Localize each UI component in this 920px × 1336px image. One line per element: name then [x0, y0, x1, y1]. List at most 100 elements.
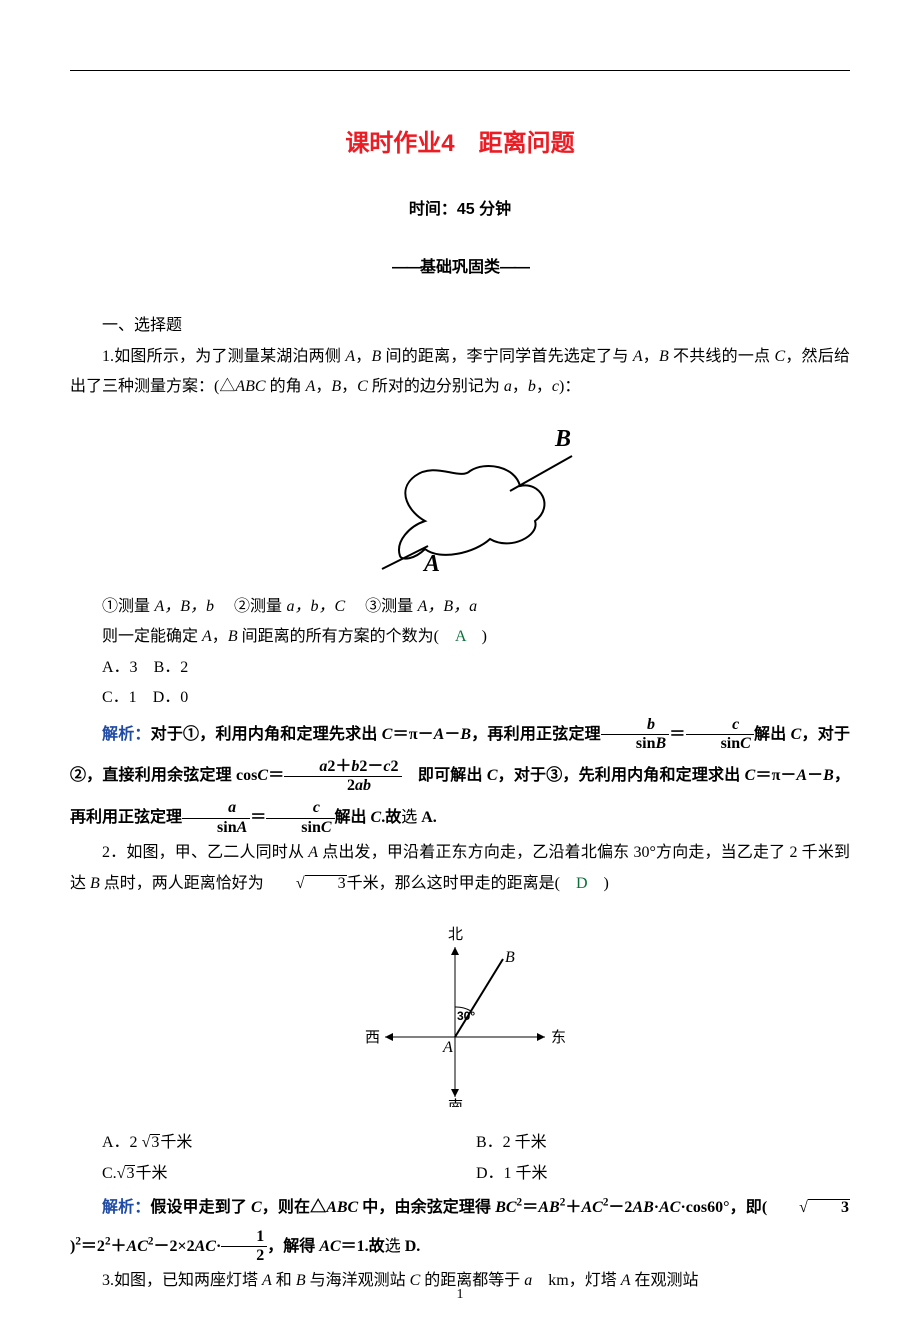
arrow-e — [537, 1033, 545, 1041]
rad: 3 — [305, 875, 347, 893]
t: A. — [417, 809, 437, 826]
sqrt: 3 — [767, 1189, 850, 1227]
t: － — [807, 767, 823, 784]
i: BC — [495, 1199, 516, 1216]
q1-ABC: ABC — [235, 378, 265, 395]
t: ＝ — [522, 1199, 538, 1216]
q1-analysis: 解析：对于①，利用内角和定理先求出 C＝π－A－B，再利用正弦定理bsinB＝c… — [70, 714, 850, 839]
i: AC — [127, 1238, 148, 1255]
num: a2＋b2－c2 — [284, 758, 401, 777]
num: b — [601, 716, 669, 735]
i: AC — [659, 1199, 680, 1216]
i: C — [382, 726, 393, 743]
t-thin: 选 — [401, 809, 417, 826]
q1-opt-A: A．3 — [102, 659, 138, 676]
i: C — [371, 809, 382, 826]
q1-opt-D: D．0 — [153, 689, 189, 706]
q1-m3-list: A，B，a — [418, 598, 478, 615]
label-B: B — [505, 949, 515, 966]
label-west: 西 — [365, 1030, 380, 1046]
i: C — [321, 819, 332, 836]
angle-label: 30° — [457, 1009, 475, 1023]
arrow-s — [451, 1089, 459, 1097]
i: ABC — [326, 1199, 358, 1216]
q1-t: 不共线的一点 — [669, 348, 775, 365]
q1-ask-t: 间距离的所有方案的个数为( — [238, 628, 455, 645]
q1-m1-pre: ①测量 — [102, 598, 154, 615]
q1-B: B — [331, 378, 341, 395]
t: ，对于③，先利用内角和定理求出 — [497, 767, 744, 784]
q1-A: A — [345, 348, 355, 365]
q1-m2-list: a，b，C — [286, 598, 345, 615]
q1-option-line1: A．3 B．2 — [70, 653, 850, 683]
label-north: 北 — [448, 926, 463, 943]
num: 1 — [221, 1228, 267, 1247]
q2-answer: D — [576, 875, 588, 892]
q1-t: 所对的边分别记为 — [368, 378, 504, 395]
q1-ask-t: ， — [212, 628, 228, 645]
den: sinB — [601, 735, 669, 753]
q1-stem: 1.如图所示，为了测量某湖泊两侧 A，B 间的距离，李宁同学首先选定了与 A，B… — [70, 342, 850, 403]
t: ＝ — [250, 809, 266, 826]
i: AC — [319, 1238, 340, 1255]
q1-a: a — [504, 378, 512, 395]
t: ＝ — [268, 767, 284, 784]
num: c — [686, 716, 754, 735]
q1-t: ， — [341, 378, 357, 395]
t: 千米，那么这时甲走的距离是( — [347, 875, 576, 892]
arrow-w — [385, 1033, 393, 1041]
frac-c-sinC: csinC — [686, 716, 754, 754]
i: C — [257, 767, 268, 784]
t: －2 — [608, 1199, 632, 1216]
t: 2．如图，甲、乙二人同时从 — [102, 844, 308, 861]
i: B — [655, 735, 666, 752]
num: a — [182, 799, 250, 818]
t: －2×2 — [153, 1238, 194, 1255]
q2-opt-A: A．2 3千米 — [102, 1128, 476, 1158]
t: ＝1.故 — [341, 1238, 385, 1255]
t: D. — [401, 1238, 421, 1255]
t: ，再利用正弦定理 — [471, 726, 601, 743]
section-heading: 一、选择题 — [70, 311, 850, 341]
t: A．2 — [102, 1134, 142, 1151]
den: 2ab — [284, 777, 401, 795]
q1-A: A — [202, 628, 212, 645]
i: C — [745, 767, 756, 784]
q1-m2-pre: ②测量 — [218, 598, 286, 615]
t: ，则在△ — [262, 1199, 327, 1216]
frac-cos: a2＋b2－c22ab — [284, 758, 401, 796]
analysis-head: 解析： — [102, 726, 151, 743]
i: AB — [632, 1199, 653, 1216]
i: A — [237, 819, 248, 836]
band-label: 基础巩固类 — [420, 259, 500, 276]
q1-C: C — [774, 348, 785, 365]
i: AC — [581, 1199, 602, 1216]
i: B — [823, 767, 834, 784]
frac-c-sinC2: csinC — [266, 799, 334, 837]
i: A — [434, 726, 445, 743]
q2-opt-C: C.3千米 — [102, 1159, 476, 1189]
q1-t: 1.如图所示，为了测量某湖泊两侧 — [102, 348, 345, 365]
q1-t: )： — [559, 378, 580, 395]
label-A: A — [422, 551, 440, 571]
q1-t: ， — [536, 378, 552, 395]
q2-analysis: 解析：假设甲走到了 C，则在△ABC 中，由余弦定理得 BC2＝AB2＋AC2－… — [70, 1189, 850, 1266]
title-text: 课时作业4 距离问题 — [345, 130, 574, 157]
section-band: ——基础巩固类—— — [70, 253, 850, 283]
lake-outline — [399, 466, 544, 559]
t: ，解得 — [267, 1238, 319, 1255]
q1-t: 的角 — [266, 378, 306, 395]
q1-B: B — [372, 348, 382, 365]
line-to-B — [455, 959, 503, 1037]
t: 中，由余弦定理得 — [358, 1199, 495, 1216]
i: C — [251, 1199, 262, 1216]
label-A: A — [442, 1039, 453, 1056]
q2-figure: 30° 北 南 东 西 A B — [70, 917, 850, 1118]
i: C — [487, 767, 498, 784]
t: ＋ — [565, 1199, 581, 1216]
sqrt: 3 — [117, 1159, 136, 1189]
time-subtitle: 时间：45 分钟 — [70, 195, 850, 225]
q1-ask: 则一定能确定 A，B 间距离的所有方案的个数为( A ) — [70, 622, 850, 652]
page-number: 1 — [0, 1282, 920, 1309]
label-south: 南 — [448, 1098, 463, 1107]
